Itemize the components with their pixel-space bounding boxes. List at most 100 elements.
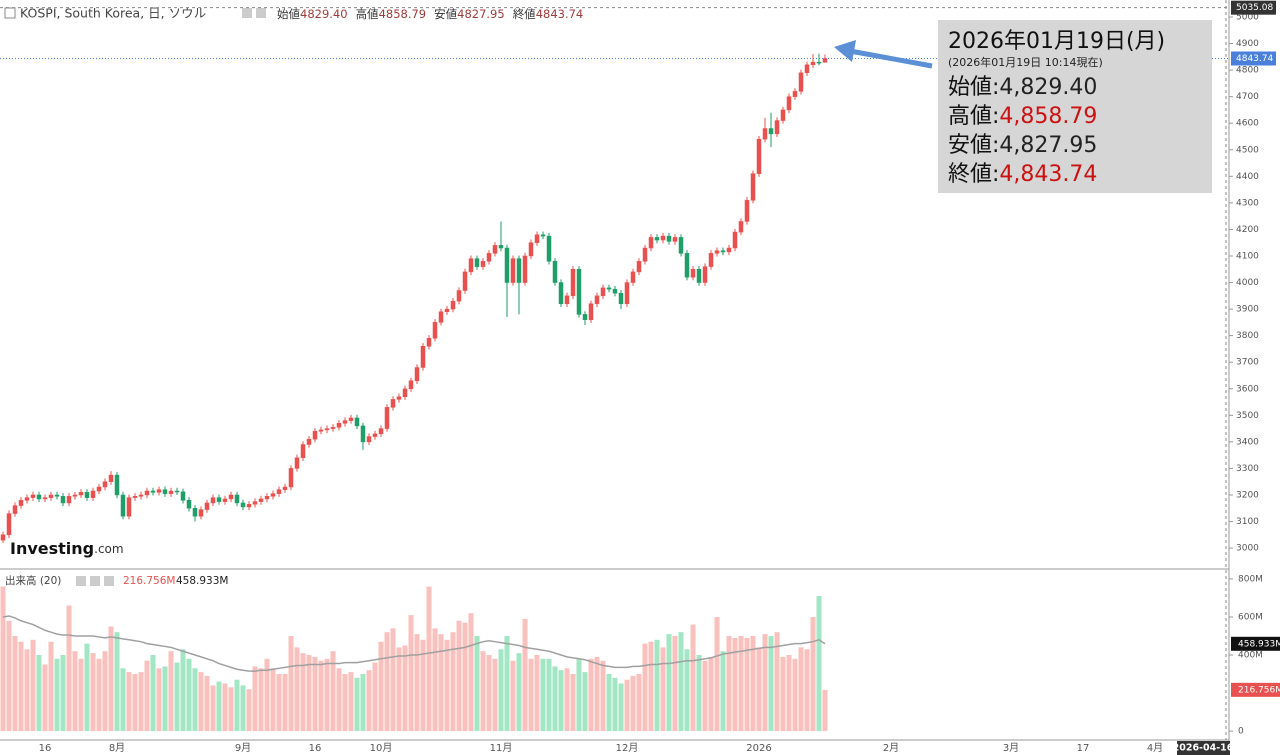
- legend-label: 始値: [277, 7, 300, 21]
- legend-value: 4827.95: [457, 7, 505, 21]
- volume-bar: [312, 656, 318, 732]
- candle-body: [408, 380, 414, 390]
- info-row-label: 安値:: [948, 133, 999, 158]
- candle-body: [402, 388, 408, 397]
- candle-body: [210, 497, 216, 504]
- candle-body: [786, 96, 792, 111]
- volume-bar: [636, 674, 642, 732]
- volume-bar: [330, 651, 336, 732]
- eye-icon[interactable]: [256, 8, 266, 18]
- legend-value: 4843.74: [536, 7, 584, 21]
- volume-bar: [594, 656, 600, 732]
- volume-bar: [18, 641, 24, 732]
- pointer-arrow: [849, 48, 933, 69]
- ohlc-legend: 始値4829.40 高値4858.79 安値4827.95 終値4843.74: [277, 7, 583, 21]
- current-price-box: [1231, 51, 1276, 66]
- time-tick-label: 12月: [616, 742, 639, 754]
- candle-body: [450, 300, 456, 310]
- crosshair-x-label: 2026-04-16: [1173, 743, 1234, 754]
- price-tick-label: 4300: [1236, 198, 1259, 208]
- volume-value-box-label: 216.756M: [1238, 685, 1280, 695]
- candle-body: [768, 128, 774, 135]
- volume-bar: [372, 662, 378, 732]
- pointer-arrow-head: [834, 40, 856, 62]
- volume-eye-icon[interactable]: [90, 576, 100, 586]
- volume-ma-box-label: 458.933M: [1238, 639, 1280, 649]
- volume-bar: [102, 651, 108, 732]
- candle-body: [480, 261, 486, 267]
- settings-icon[interactable]: [242, 8, 252, 18]
- volume-bar: [246, 689, 252, 732]
- legend-value: 4858.79: [379, 7, 427, 21]
- candle-body: [516, 258, 522, 283]
- volume-bar: [654, 639, 660, 732]
- candle-body: [522, 255, 528, 283]
- volume-settings-icon[interactable]: [76, 576, 86, 586]
- candle-body: [528, 242, 534, 257]
- volume-bar: [450, 632, 456, 732]
- volume-bar: [774, 632, 780, 732]
- time-tick-label: 10月: [370, 742, 393, 754]
- price-tick-label: 3600: [1236, 384, 1259, 394]
- candle-body: [78, 492, 84, 496]
- candle-body: [264, 496, 270, 500]
- volume-bar: [600, 660, 606, 732]
- volume-title: 出来高 (20): [5, 574, 61, 587]
- volume-bar: [186, 658, 192, 732]
- volume-close-icon[interactable]: [104, 576, 114, 586]
- candle-body: [12, 505, 18, 514]
- volume-bar: [750, 635, 756, 732]
- info-row-label: 始値:: [948, 75, 999, 100]
- volume-bar: [300, 653, 306, 732]
- volume-bar: [630, 675, 636, 732]
- volume-bar: [486, 655, 492, 732]
- candle-body: [48, 494, 54, 498]
- volume-bar: [366, 670, 372, 732]
- volume-bar: [660, 647, 666, 732]
- volume-bar: [360, 674, 366, 732]
- volume-bar: [444, 639, 450, 732]
- volume-ma-line: [2, 615, 826, 672]
- candle-body: [438, 311, 444, 323]
- volume-bar: [48, 641, 54, 732]
- volume-tick-label: 400M: [1238, 651, 1263, 661]
- candle-body: [372, 433, 378, 437]
- candle-body: [618, 292, 624, 305]
- info-row: 高値:4,858.79: [948, 104, 1097, 129]
- candle-body: [258, 498, 264, 502]
- volume-bar: [306, 655, 312, 732]
- logo: Investing.com: [10, 539, 124, 558]
- volume-bar: [408, 615, 414, 732]
- candle-body: [546, 235, 552, 262]
- candle-body: [762, 128, 768, 140]
- volume-tick-label: 800M: [1238, 574, 1263, 584]
- candle-body: [504, 247, 510, 283]
- volume-bar: [390, 628, 396, 732]
- volume-bar: [156, 668, 162, 732]
- volume-bar: [504, 635, 510, 732]
- price-tick-label: 3900: [1236, 305, 1259, 315]
- candle-body: [330, 427, 336, 429]
- candle-body: [582, 314, 588, 320]
- volume-tick-label: 0: [1238, 727, 1244, 737]
- volume-bar: [540, 658, 546, 732]
- info-row-value: 4,843.74: [999, 162, 1097, 187]
- volume-bar: [678, 632, 684, 732]
- volume-bar: [528, 658, 534, 732]
- candle-body: [378, 428, 384, 435]
- candle-body: [30, 494, 36, 498]
- candle-body: [774, 120, 780, 135]
- volume-bar: [294, 647, 300, 732]
- volume-bar: [582, 672, 588, 732]
- candle-body: [600, 287, 606, 297]
- price-tick-label: 5000: [1236, 12, 1259, 22]
- volume-bar: [414, 634, 420, 732]
- collapse-icon[interactable]: [4, 7, 16, 19]
- candle-body: [324, 428, 330, 431]
- volume-bar: [606, 674, 612, 732]
- volume-bar: [432, 628, 438, 732]
- volume-bar: [384, 632, 390, 732]
- candle-body: [720, 250, 726, 253]
- volume-bar: [648, 641, 654, 732]
